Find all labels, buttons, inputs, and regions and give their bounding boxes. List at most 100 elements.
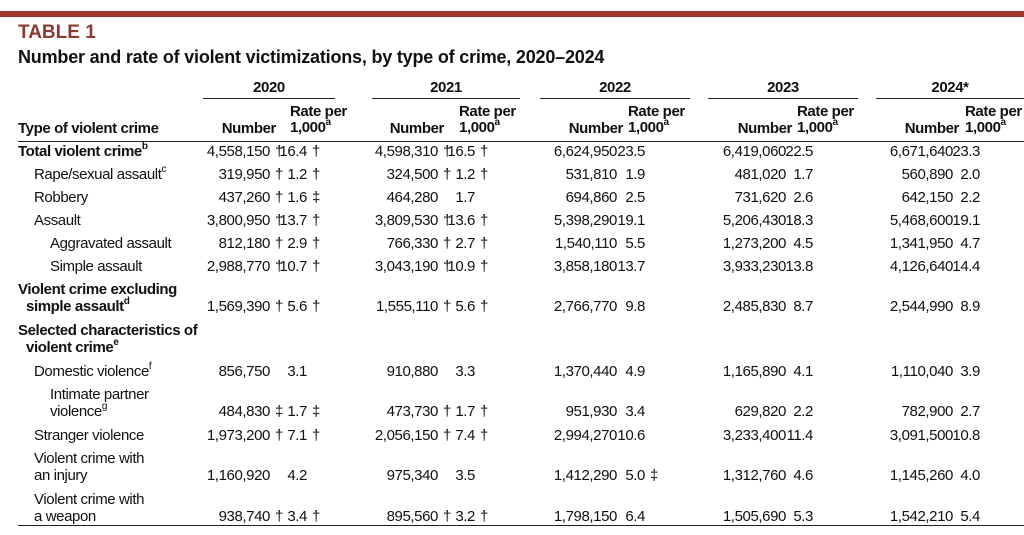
number-cell: 560,890 [901,166,954,183]
significance-marker: † [275,298,283,315]
row-label-text: Intimate partner [50,386,149,403]
number-cell: 4,558,150 [206,143,271,160]
rate-cell: 2.0 [960,166,980,183]
header-rule [18,141,1024,142]
significance-marker: † [275,235,283,252]
rate-cell: 19.1 [952,212,980,229]
number-cell: 1,542,210 [889,508,954,525]
significance-marker: ‡ [650,467,658,484]
rate-cell: 5.3 [793,508,813,525]
row-label-text: Aggravated assault [50,235,172,252]
footnote-marker: e [113,337,119,348]
row-label: Selected characteristics of [18,322,198,340]
row-label-text: a weapon [34,508,96,525]
rate-cell: 23.3 [952,143,980,160]
rate-cell: 2.9 [287,235,307,252]
row-label-text: Violent crime excluding [18,281,177,298]
rate-header: Rate per [797,103,854,120]
number-cell: 938,740 [218,508,271,525]
number-cell: 2,544,990 [889,298,954,315]
row-label-text: simple assault [26,298,124,315]
number-cell: 951,930 [565,403,618,420]
rate-cell: 3.3 [455,363,475,380]
row-label-text: Selected characteristics of [18,322,198,339]
footnote-marker: c [161,164,167,175]
number-cell: 731,620 [734,189,787,206]
rate-cell: 1.7 [287,403,307,420]
number-cell: 324,500 [386,166,439,183]
significance-marker: † [443,258,451,275]
footnote-marker: a [832,117,839,128]
significance-marker: † [312,298,320,315]
rate-header-line: 1,000 [797,119,833,136]
rate-cell: 3.5 [455,467,475,484]
number-cell: 1,569,390 [206,298,271,315]
rate-header-line: 1,000 [459,119,495,136]
rate-cell: 3.9 [960,363,980,380]
number-cell: 1,505,690 [722,508,787,525]
number-cell: 782,900 [901,403,954,420]
rate-cell: 13.7 [279,212,307,229]
significance-marker: † [443,143,451,160]
significance-marker: † [480,235,488,252]
number-cell: 1,412,290 [553,467,618,484]
row-label: violenceg [50,401,108,421]
number-cell: 3,091,500 [889,427,954,444]
number-cell: 856,750 [218,363,271,380]
rate-cell: 10.6 [617,427,645,444]
rate-header-line: 1,000 [628,119,664,136]
row-label-text: violent crime [26,339,114,356]
number-cell: 1,110,040 [890,363,953,380]
rate-cell: 9.8 [625,298,645,315]
significance-marker: † [312,212,320,229]
row-label-text: Violent crime with [34,450,145,467]
number-header: Number [389,120,445,137]
number-header: Number [904,120,960,137]
number-cell: 6,624,950 [553,143,618,160]
significance-marker: † [275,427,283,444]
year-header: 2021 [430,79,462,96]
number-cell: 473,730 [386,403,439,420]
footnote-marker: g [101,401,108,412]
number-cell: 910,880 [386,363,439,380]
rate-cell: 19.1 [617,212,645,229]
rate-cell: 14.4 [952,258,980,275]
year-header: 2023 [767,79,799,96]
row-label-text: Stranger violence [34,427,144,444]
rate-cell: 4.5 [793,235,813,252]
rate-cell: 4.6 [793,467,813,484]
significance-marker: † [480,403,488,420]
row-label-text: Assault [34,212,81,229]
number-cell: 6,419,060 [722,143,787,160]
rate-cell: 2.2 [960,189,980,206]
rate-header-line: 1,000 [965,119,1001,136]
number-cell: 3,800,950 [206,212,271,229]
rate-cell: 3.2 [455,508,475,525]
rate-cell: 16.5 [447,143,475,160]
rate-cell: 10.9 [447,258,475,275]
rate-header: 1,000a [965,118,1006,137]
number-cell: 464,280 [386,189,439,206]
footnote-marker: f [148,361,152,372]
significance-marker: † [275,508,283,525]
significance-marker: † [480,508,488,525]
rate-cell: 10.7 [279,258,307,275]
significance-marker: † [312,166,320,183]
row-label: Robbery [34,189,88,207]
footnote-marker: a [325,117,332,128]
rate-header: Rate per [290,103,347,120]
number-cell: 1,540,110 [554,235,617,252]
number-cell: 694,860 [565,189,618,206]
rate-cell: 2.7 [960,403,980,420]
significance-marker: † [480,143,488,160]
row-label-text: Domestic violence [34,363,149,380]
rate-header: 1,000a [628,118,669,137]
table-label: TABLE 1 [18,22,96,43]
rate-cell: 23.5 [617,143,645,160]
rate-cell: 5.4 [960,508,980,525]
row-label: Simple assault [50,258,142,276]
row-label: Rape/sexual assaultc [34,164,167,184]
row-label-text: Violent crime with [34,491,145,508]
row-label-text: an injury [34,467,88,484]
significance-marker: † [312,258,320,275]
